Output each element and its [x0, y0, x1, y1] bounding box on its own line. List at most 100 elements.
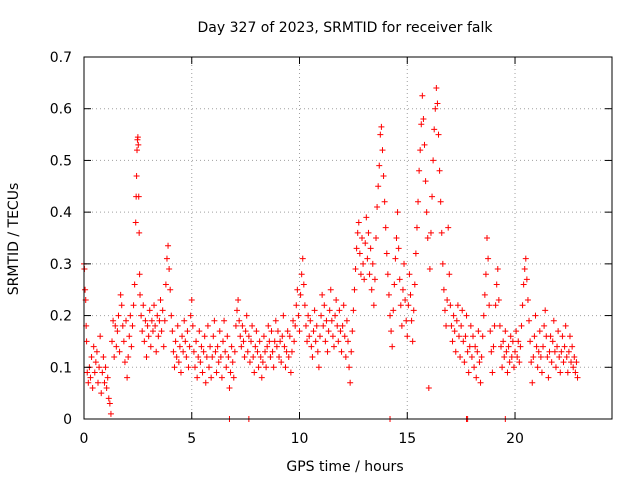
data-point	[120, 338, 127, 345]
data-point	[460, 338, 467, 345]
data-point	[274, 328, 281, 335]
data-point	[446, 271, 453, 278]
data-point	[203, 353, 210, 360]
data-point	[121, 359, 128, 366]
data-point	[512, 348, 519, 355]
data-point	[374, 203, 381, 210]
data-point	[494, 266, 501, 273]
data-point	[163, 255, 170, 262]
data-point	[117, 291, 124, 298]
data-point	[388, 328, 395, 335]
data-point	[266, 338, 273, 345]
data-point	[189, 322, 196, 329]
data-point	[225, 353, 232, 360]
data-point	[537, 353, 544, 360]
data-point	[323, 317, 330, 324]
data-point	[369, 260, 376, 267]
data-point	[540, 343, 547, 350]
data-point	[174, 322, 181, 329]
data-point	[223, 364, 230, 371]
data-point	[523, 276, 530, 283]
data-point	[89, 384, 96, 391]
data-point	[235, 297, 242, 304]
data-point	[256, 338, 263, 345]
data-point	[472, 343, 479, 350]
data-point	[107, 410, 114, 417]
data-point	[137, 291, 144, 298]
data-point	[559, 333, 566, 340]
data-point	[209, 353, 216, 360]
data-point	[359, 235, 366, 241]
data-point	[238, 343, 245, 350]
data-point	[106, 400, 113, 407]
data-point	[248, 338, 255, 345]
data-point	[90, 343, 97, 350]
data-point	[530, 353, 537, 360]
data-point	[170, 348, 177, 355]
data-point	[222, 348, 229, 355]
data-point	[257, 353, 264, 360]
data-point	[284, 328, 291, 335]
data-point	[145, 333, 152, 340]
data-point	[328, 317, 335, 324]
data-point	[111, 353, 118, 360]
data-point	[141, 338, 148, 345]
data-point	[561, 343, 568, 350]
data-point	[457, 353, 464, 360]
data-point	[200, 348, 207, 355]
data-point	[338, 348, 345, 355]
data-point	[179, 333, 186, 340]
data-point	[426, 266, 433, 273]
data-point	[485, 255, 492, 262]
data-point	[327, 286, 334, 293]
y-tick-label: 0.5	[50, 153, 72, 169]
data-point	[352, 266, 359, 273]
data-point	[297, 291, 304, 298]
data-point	[221, 317, 228, 324]
data-point	[566, 333, 573, 340]
data-point	[332, 312, 339, 319]
data-point	[335, 338, 342, 345]
data-point	[315, 364, 322, 371]
data-point	[486, 302, 493, 309]
data-point	[186, 343, 193, 350]
data-point	[371, 276, 378, 283]
data-point	[373, 235, 380, 241]
data-point	[272, 317, 279, 324]
data-point	[447, 302, 454, 309]
data-point	[488, 348, 495, 355]
data-point	[353, 245, 360, 252]
data-point	[477, 379, 484, 386]
data-point	[136, 229, 143, 236]
data-point	[536, 328, 543, 335]
data-point	[250, 353, 257, 360]
data-point	[92, 359, 99, 366]
data-point	[169, 328, 176, 335]
data-point	[181, 317, 188, 324]
data-point	[182, 338, 189, 345]
data-point	[195, 353, 202, 360]
data-point	[438, 229, 445, 236]
data-point	[502, 328, 509, 335]
data-point	[410, 307, 417, 314]
data-point	[318, 312, 325, 319]
data-point	[432, 105, 439, 112]
data-point	[454, 302, 461, 309]
data-point	[480, 312, 487, 319]
data-point	[482, 271, 489, 278]
data-point	[551, 348, 558, 355]
data-point	[252, 343, 259, 350]
data-point	[360, 260, 367, 267]
data-point	[292, 322, 299, 329]
data-point	[399, 286, 406, 293]
data-point	[415, 198, 422, 205]
data-point	[397, 302, 404, 309]
data-point	[384, 271, 391, 278]
data-point	[564, 369, 571, 376]
data-point	[524, 297, 531, 304]
data-point	[240, 338, 247, 345]
data-point	[224, 333, 231, 340]
data-point	[527, 338, 534, 345]
data-point	[361, 276, 368, 283]
data-point	[423, 209, 430, 216]
